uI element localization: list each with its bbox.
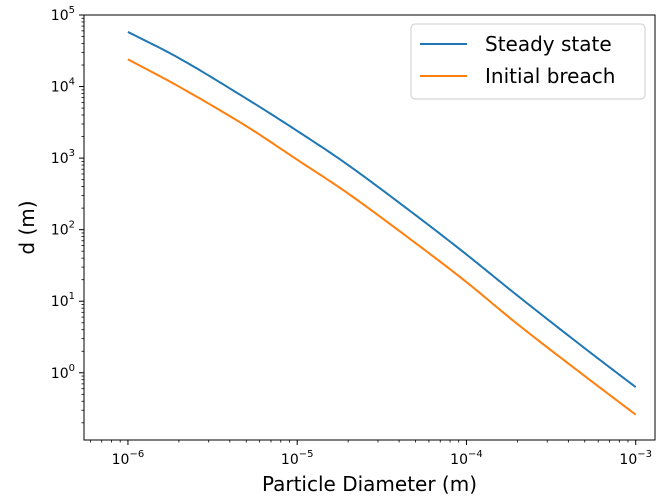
plot-frame — [83, 14, 656, 441]
y-axis-label: d (m) — [15, 200, 39, 254]
legend-label-initial-breach: Initial breach — [485, 64, 615, 88]
x-tick-label: 10−6 — [112, 449, 145, 468]
x-axis-ticks: 10−6 10−5 10−4 10−3 — [89, 440, 652, 468]
series-line-steady-state — [127, 31, 637, 388]
y-tick-label: 100 — [51, 363, 75, 382]
y-axis-ticks: 100 101 102 103 104 105 — [51, 5, 84, 424]
y-tick-label: 102 — [51, 220, 75, 239]
y-tick-label: 105 — [51, 5, 75, 24]
x-tick-label: 10−3 — [619, 449, 652, 468]
y-tick-label: 103 — [51, 148, 75, 167]
x-tick-label: 10−4 — [450, 449, 483, 468]
legend-label-steady-state: Steady state — [485, 32, 612, 56]
x-axis-label: Particle Diameter (m) — [262, 472, 477, 496]
x-tick-label: 10−5 — [281, 449, 314, 468]
legend-box — [410, 23, 646, 100]
y-tick-label: 101 — [51, 291, 75, 310]
legend: Steady state Initial breach — [410, 23, 646, 100]
series-layer — [127, 31, 637, 416]
y-tick-label: 104 — [51, 77, 75, 96]
series-line-initial-breach — [127, 58, 637, 416]
